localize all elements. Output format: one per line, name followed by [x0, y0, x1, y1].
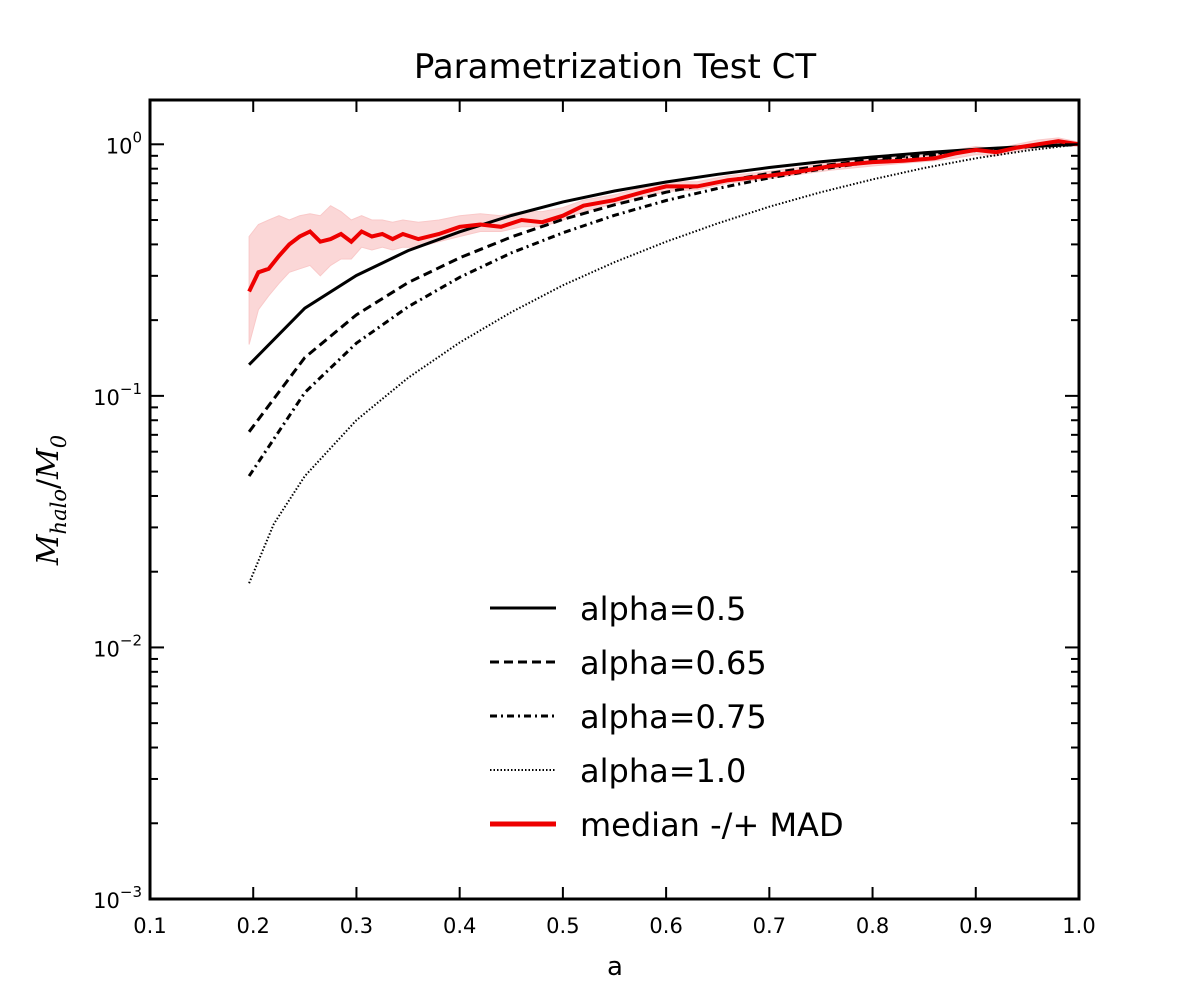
y-axis-label-sub-halo: halo: [47, 489, 71, 534]
y-tick-base: 10: [93, 386, 120, 410]
y-tick-exponent: −3: [120, 883, 142, 901]
x-axis-label: a: [607, 952, 623, 982]
x-tick-label: 0.3: [340, 914, 373, 938]
legend-label-0: alpha=0.5: [580, 590, 746, 628]
ticks-layer: [149, 100, 1080, 900]
mad-band: [248, 137, 1080, 345]
legend: alpha=0.5 alpha=0.65 alpha=0.75 alpha=1.0 me…: [490, 590, 844, 844]
x-tick-label: 0.4: [443, 914, 476, 938]
legend-label-1: alpha=0.65: [580, 644, 767, 682]
y-tick-label: 100: [106, 128, 142, 158]
y-tick-exponent: −2: [120, 631, 142, 649]
series-line-3: [248, 143, 1080, 584]
x-tick-label: 0.7: [753, 914, 786, 938]
x-tick-labels: 0.1 0.2 0.3 0.4 0.5 0.6 0.7 0.8 0.9 1.0: [133, 914, 1095, 938]
y-tick-exponent: −1: [120, 380, 142, 398]
plot-frame: [148, 98, 1081, 901]
y-tick-base: 10: [93, 637, 120, 661]
x-tick-label: 0.5: [546, 914, 579, 938]
y-tick-label: 10−1: [93, 380, 142, 410]
x-tick-label: 1.0: [1062, 914, 1095, 938]
y-tick-exponent: 0: [132, 128, 142, 146]
legend-label-2: alpha=0.75: [580, 698, 767, 736]
x-tick-label: 0.9: [959, 914, 992, 938]
chart-title: Parametrization Test CT: [414, 47, 817, 87]
y-axis-label-slash: /: [31, 478, 66, 489]
y-axis-label-m: M: [31, 533, 66, 566]
x-tick-label: 0.2: [237, 914, 270, 938]
legend-label-3: alpha=1.0: [580, 752, 746, 790]
y-tick-label: 10−2: [93, 631, 142, 661]
series-line-2: [247, 142, 1080, 477]
legend-label-4: median -/+ MAD: [580, 806, 844, 844]
y-axis-label-m0: M: [31, 447, 66, 480]
x-tick-label: 0.8: [856, 914, 889, 938]
series-layer: [247, 137, 1080, 584]
y-tick-base: 10: [106, 134, 133, 158]
y-axis-label-sub-0: 0: [47, 435, 71, 448]
plot-area: 0.1 0.2 0.3 0.4 0.5 0.6 0.7 0.8 0.9 1.0 10010−110…: [93, 98, 1096, 938]
x-tick-label: 0.1: [133, 914, 166, 938]
y-axis-label: Mhalo/M0: [31, 435, 71, 566]
y-tick-label: 10−3: [93, 883, 142, 913]
series-line-4: [247, 139, 1080, 293]
y-tick-base: 10: [93, 889, 120, 913]
x-tick-label: 0.6: [649, 914, 682, 938]
